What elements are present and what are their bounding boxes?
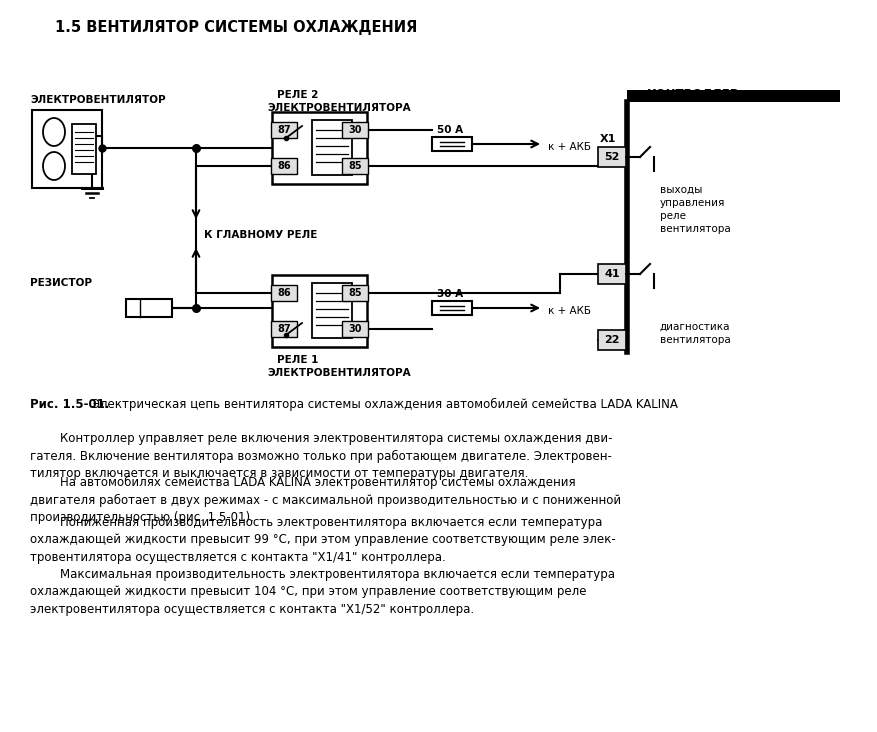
Bar bbox=[126, 299, 172, 317]
Text: На автомобилях семейства LADA KALINA электровентилятор системы охлаждения
двигат: На автомобилях семейства LADA KALINA эле… bbox=[30, 476, 621, 524]
Text: Рис. 1.5-01.: Рис. 1.5-01. bbox=[30, 398, 110, 411]
Text: 1.5 ВЕНТИЛЯТОР СИСТЕМЫ ОХЛАЖДЕНИЯ: 1.5 ВЕНТИЛЯТОР СИСТЕМЫ ОХЛАЖДЕНИЯ bbox=[55, 20, 417, 35]
Text: 87: 87 bbox=[277, 324, 291, 334]
Bar bbox=[598, 147, 626, 167]
Bar bbox=[598, 264, 626, 284]
Text: 86: 86 bbox=[277, 288, 291, 298]
Bar bbox=[432, 301, 472, 315]
Bar bbox=[272, 112, 367, 184]
Text: 22: 22 bbox=[604, 335, 620, 345]
Text: 30 А: 30 А bbox=[437, 289, 463, 299]
Text: ЭЛЕКТРОВЕНТИЛЯТОРА: ЭЛЕКТРОВЕНТИЛЯТОРА bbox=[267, 368, 410, 378]
Bar bbox=[271, 158, 297, 174]
Text: 86: 86 bbox=[277, 161, 291, 171]
Bar bbox=[272, 275, 367, 347]
Bar bbox=[627, 90, 840, 102]
Bar bbox=[342, 158, 368, 174]
Text: реле: реле bbox=[660, 211, 686, 221]
Bar bbox=[598, 330, 626, 350]
Bar bbox=[72, 124, 96, 174]
Text: Электрическая цепь вентилятора системы охлаждения автомобилей семейства LADA KAL: Электрическая цепь вентилятора системы о… bbox=[88, 398, 678, 411]
Text: X1: X1 bbox=[600, 134, 617, 144]
Text: Пониженная производительность электровентилятора включается если температура
охл: Пониженная производительность электровен… bbox=[30, 516, 616, 564]
Text: диагностика: диагностика bbox=[660, 322, 731, 332]
Text: 52: 52 bbox=[604, 152, 620, 162]
Text: 87: 87 bbox=[277, 125, 291, 135]
Bar bbox=[271, 321, 297, 337]
Bar bbox=[271, 122, 297, 138]
Text: к + АКБ: к + АКБ bbox=[548, 306, 591, 316]
Text: 50 А: 50 А bbox=[437, 125, 463, 135]
Bar bbox=[342, 122, 368, 138]
Bar bbox=[432, 137, 472, 151]
Text: ЭЛЕКТРОВЕНТИЛЯТОР: ЭЛЕКТРОВЕНТИЛЯТОР bbox=[30, 95, 166, 105]
Text: РЕЛЕ 1: РЕЛЕ 1 bbox=[277, 355, 318, 365]
Text: 85: 85 bbox=[348, 161, 362, 171]
Text: выходы: выходы bbox=[660, 185, 702, 195]
Bar bbox=[32, 110, 102, 188]
Text: 41: 41 bbox=[604, 269, 620, 279]
Text: Максимальная производительность электровентилятора включается если температура
о: Максимальная производительность электров… bbox=[30, 568, 615, 616]
Bar bbox=[312, 120, 352, 175]
Text: К ГЛАВНОМУ РЕЛЕ: К ГЛАВНОМУ РЕЛЕ bbox=[204, 230, 317, 240]
Bar bbox=[342, 285, 368, 301]
Text: к + АКБ: к + АКБ bbox=[548, 142, 591, 152]
Text: 30: 30 bbox=[348, 125, 361, 135]
Text: РЕЗИСТОР: РЕЗИСТОР bbox=[30, 278, 92, 288]
Text: вентилятора: вентилятора bbox=[660, 335, 731, 345]
Text: КОНТРОЛЛЕР: КОНТРОЛЛЕР bbox=[647, 88, 739, 101]
Text: ЭЛЕКТРОВЕНТИЛЯТОРА: ЭЛЕКТРОВЕНТИЛЯТОРА bbox=[267, 103, 410, 113]
Text: РЕЛЕ 2: РЕЛЕ 2 bbox=[277, 90, 318, 100]
Bar bbox=[271, 285, 297, 301]
Text: управления: управления bbox=[660, 198, 725, 208]
Bar bbox=[342, 321, 368, 337]
Text: 30: 30 bbox=[348, 324, 361, 334]
Text: Контроллер управляет реле включения электровентилятора системы охлаждения дви-
г: Контроллер управляет реле включения элек… bbox=[30, 432, 612, 480]
Text: 85: 85 bbox=[348, 288, 362, 298]
Text: вентилятора: вентилятора bbox=[660, 224, 731, 234]
Bar bbox=[312, 283, 352, 338]
